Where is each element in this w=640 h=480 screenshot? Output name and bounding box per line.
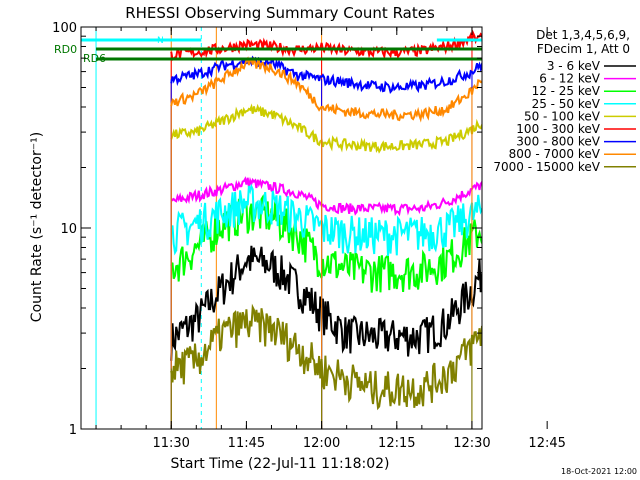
legend-label: 6 - 12 keV bbox=[539, 72, 601, 86]
rd6-flag-label: RD6 bbox=[83, 52, 106, 65]
x-tick-label: 12:30 bbox=[453, 436, 490, 451]
y-axis-ticks: 1 10 100 bbox=[52, 21, 482, 438]
legend-label: 3 - 6 keV bbox=[547, 59, 601, 73]
series-line bbox=[170, 183, 482, 257]
series-layer bbox=[170, 29, 482, 429]
legend-label: 25 - 50 keV bbox=[532, 97, 601, 111]
series-7000-15000-kev bbox=[170, 303, 482, 429]
rd0-flag-label: RD0 bbox=[54, 43, 77, 56]
chart-title: RHESSI Observing Summary Count Rates bbox=[125, 4, 435, 22]
x-tick-label: 12:15 bbox=[378, 436, 415, 451]
legend-label: 100 - 300 keV bbox=[516, 122, 600, 136]
legend-label: 300 - 800 keV bbox=[516, 135, 600, 149]
legend-label: 50 - 100 keV bbox=[524, 109, 601, 123]
flag-layer: N RD0 RD6 bbox=[54, 36, 482, 65]
x-tick-label: 12:00 bbox=[303, 436, 340, 451]
series-line bbox=[170, 55, 482, 94]
x-tick-label: 12:45 bbox=[528, 436, 565, 451]
series-line bbox=[170, 303, 482, 411]
legend-header-line-1: Det 1,3,4,5,6,9, bbox=[536, 28, 630, 42]
y-tick-label: 1 bbox=[69, 423, 77, 438]
legend-label: 12 - 25 keV bbox=[532, 84, 601, 98]
x-axis-ticks: 11:30 11:45 12:00 12:15 12:30 12:45 bbox=[95, 27, 566, 451]
plot-area: N RD0 RD6 bbox=[54, 27, 482, 429]
footer-date: 18-Oct-2021 12:00 bbox=[561, 467, 637, 476]
legend: Det 1,3,4,5,6,9, FDecim 1, Att 0 3 - 6 k… bbox=[493, 28, 636, 174]
legend-header-line-2: FDecim 1, Att 0 bbox=[537, 42, 630, 56]
series-line bbox=[170, 245, 482, 361]
legend-label: 800 - 7000 keV bbox=[509, 147, 601, 161]
legend-label: 7000 - 15000 keV bbox=[493, 160, 600, 174]
series-line bbox=[170, 176, 482, 217]
y-tick-label: 10 bbox=[60, 222, 77, 237]
x-axis-label: Start Time (22-Jul-11 11:18:02) bbox=[170, 456, 389, 472]
series-line bbox=[170, 103, 482, 154]
saa-flag-label: N bbox=[157, 36, 164, 46]
x-tick-label: 11:30 bbox=[152, 436, 189, 451]
x-tick-label: 11:45 bbox=[228, 436, 265, 451]
y-axis-label: Count Rate (s⁻¹ detector⁻¹) bbox=[29, 132, 45, 322]
y-tick-label: 100 bbox=[52, 21, 77, 36]
series-line bbox=[170, 56, 482, 123]
